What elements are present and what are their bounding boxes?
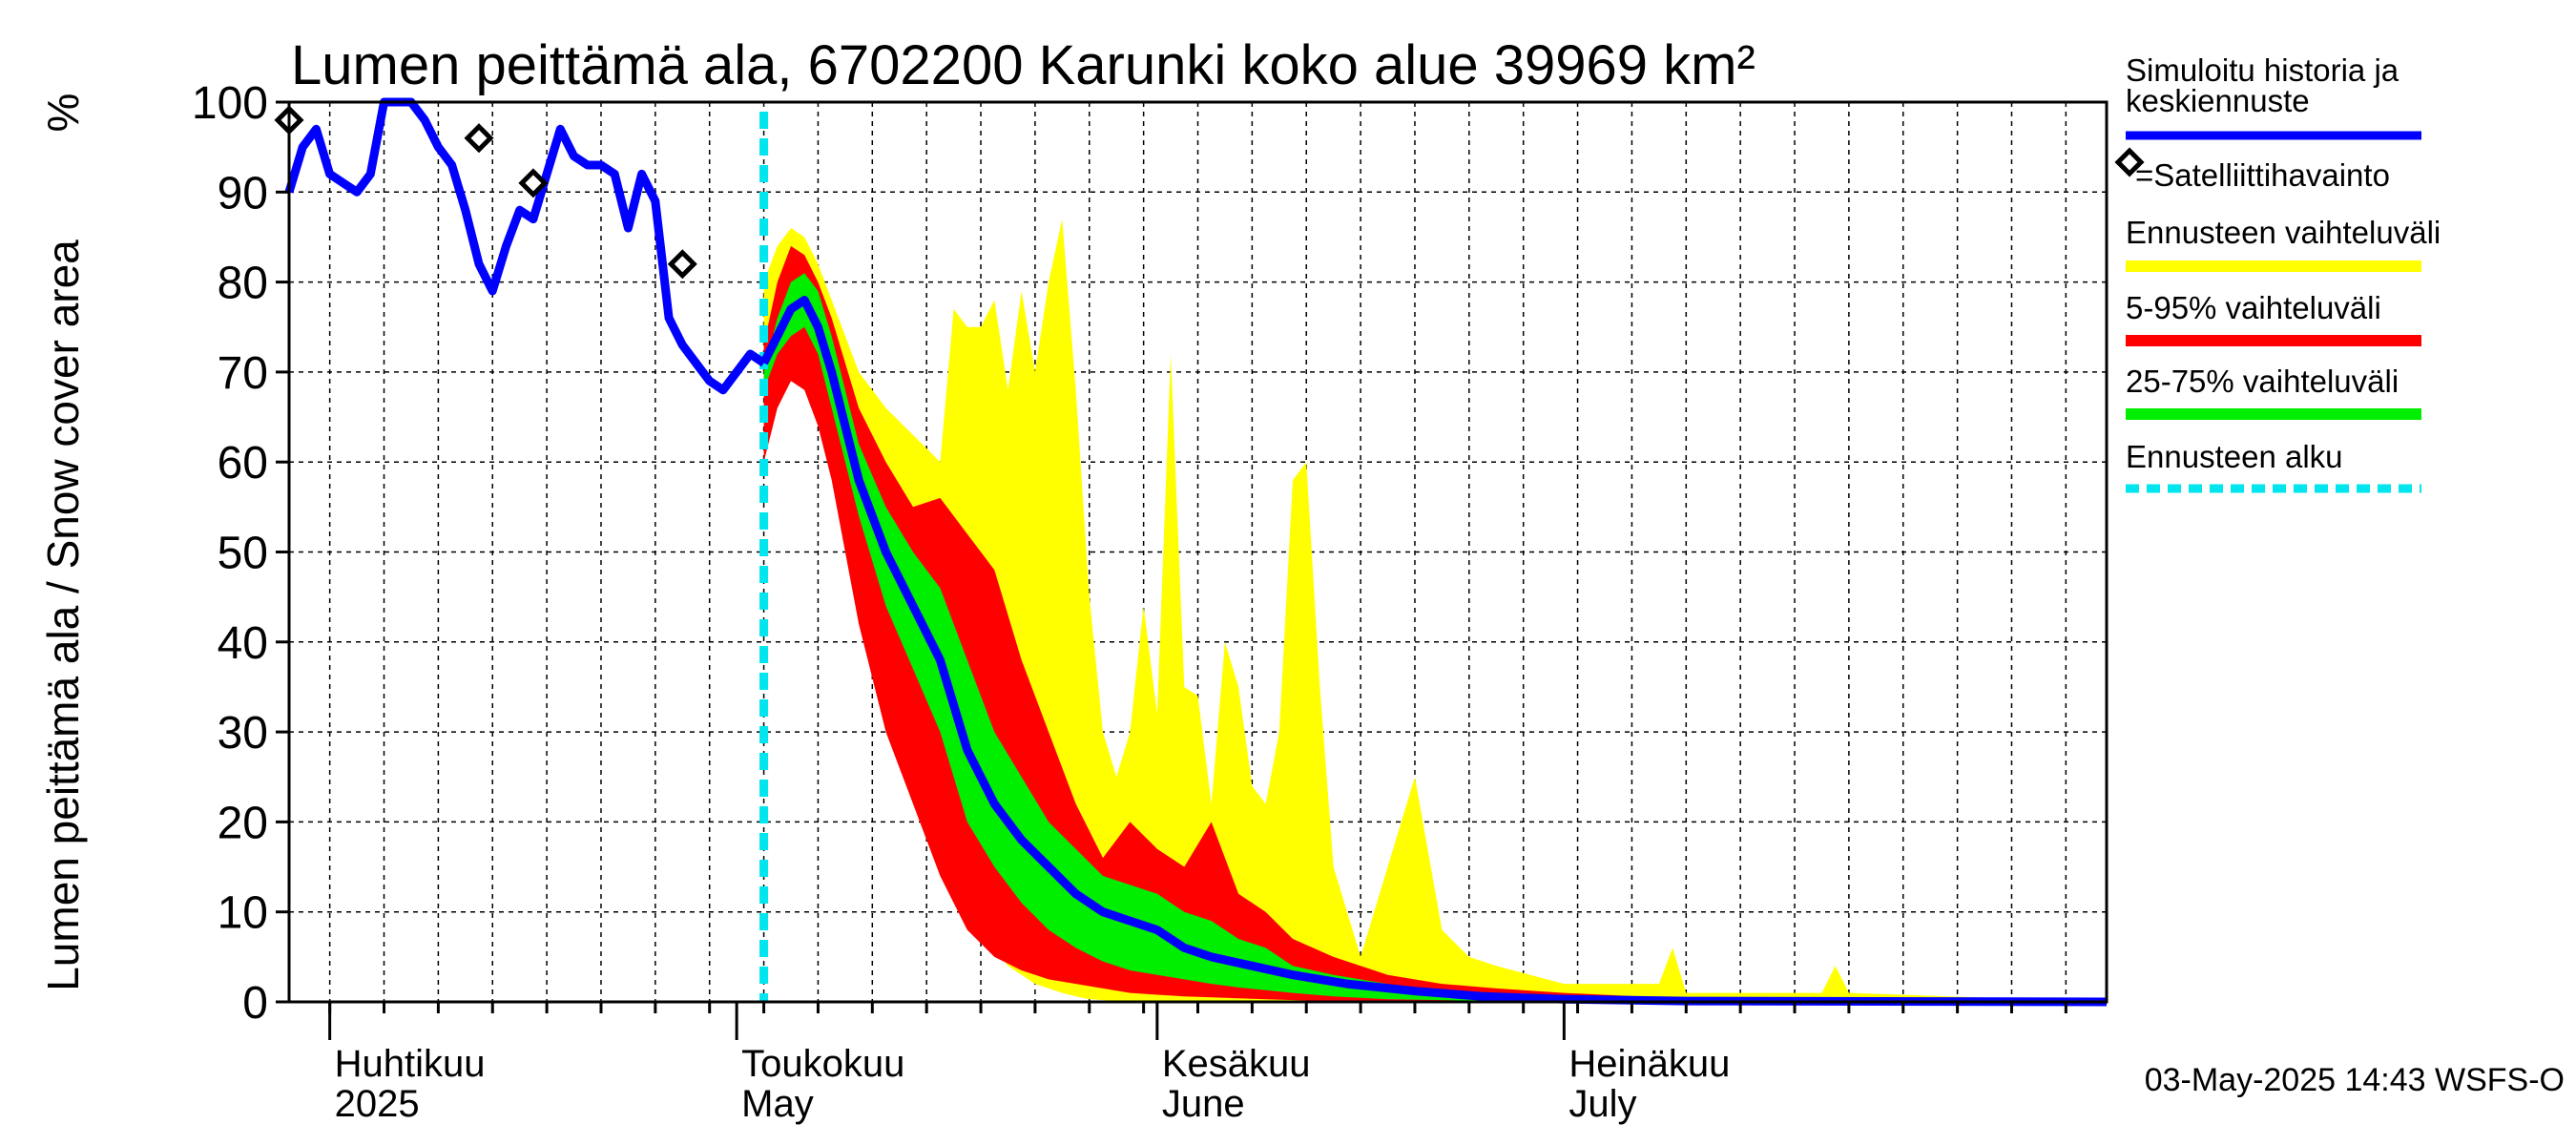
y-tick-label: 40	[218, 618, 268, 669]
series-lines	[284, 97, 2108, 1007]
month-label-en: 2025	[335, 1083, 420, 1125]
y-tick-label: 100	[192, 78, 268, 129]
y-tick-label: 50	[218, 529, 268, 579]
legend-label-2: Ennusteen vaihteluväli	[2126, 215, 2441, 250]
legend-label-history: Simuloitu historia ja	[2126, 52, 2399, 88]
month-label-en: July	[1568, 1083, 1636, 1125]
x-ticks	[328, 1002, 2067, 1040]
y-tick-label: 80	[218, 259, 268, 309]
y-tick-label: 90	[218, 168, 268, 219]
legend-label-5: Ennusteen alku	[2126, 439, 2343, 474]
legend-label-satellite: =Satelliittihavainto	[2135, 157, 2390, 193]
month-label-fi: Heinäkuu	[1568, 1043, 1730, 1085]
month-label-fi: Huhtikuu	[335, 1043, 486, 1085]
y-axis-unit: %	[38, 94, 88, 133]
history-line	[284, 97, 767, 395]
month-label-fi: Kesäkuu	[1162, 1043, 1311, 1085]
legend-label-history-2: keskiennuste	[2126, 83, 2310, 118]
forecast-bands	[763, 219, 2107, 1003]
y-tick-label: 70	[218, 348, 268, 399]
satellite-observation-marker	[518, 168, 549, 198]
legend-swatch-satellite	[2114, 147, 2145, 177]
chart-title: Lumen peittämä ala, 6702200 Karunki koko…	[291, 34, 1755, 96]
y-tick-label: 0	[242, 978, 268, 1029]
y-axis-label: Lumen peittämä ala / Snow cover area	[38, 239, 88, 991]
y-tick-label: 10	[218, 888, 268, 939]
y-tick-label: 20	[218, 798, 268, 848]
legend-label-3: 5-95% vaihteluväli	[2126, 290, 2381, 325]
month-label-fi: Toukokuu	[741, 1043, 904, 1085]
satellite-observation-marker	[464, 123, 494, 154]
footer-timestamp: 03-May-2025 14:43 WSFS-O	[2145, 1062, 2565, 1098]
y-tick-label: 30	[218, 708, 268, 759]
satellite-observation-marker	[667, 249, 697, 280]
legend-label-4: 25-75% vaihteluväli	[2126, 364, 2399, 399]
median-forecast-line	[759, 296, 2108, 1007]
month-label-en: May	[741, 1083, 814, 1125]
band-forecast-range	[763, 219, 2107, 1003]
y-tick-label: 60	[218, 438, 268, 489]
y-ticks: 0 10 20 30 40 50 60 70 80 90 100	[192, 78, 289, 1029]
month-label-en: June	[1162, 1083, 1245, 1125]
grid	[289, 101, 2107, 1003]
